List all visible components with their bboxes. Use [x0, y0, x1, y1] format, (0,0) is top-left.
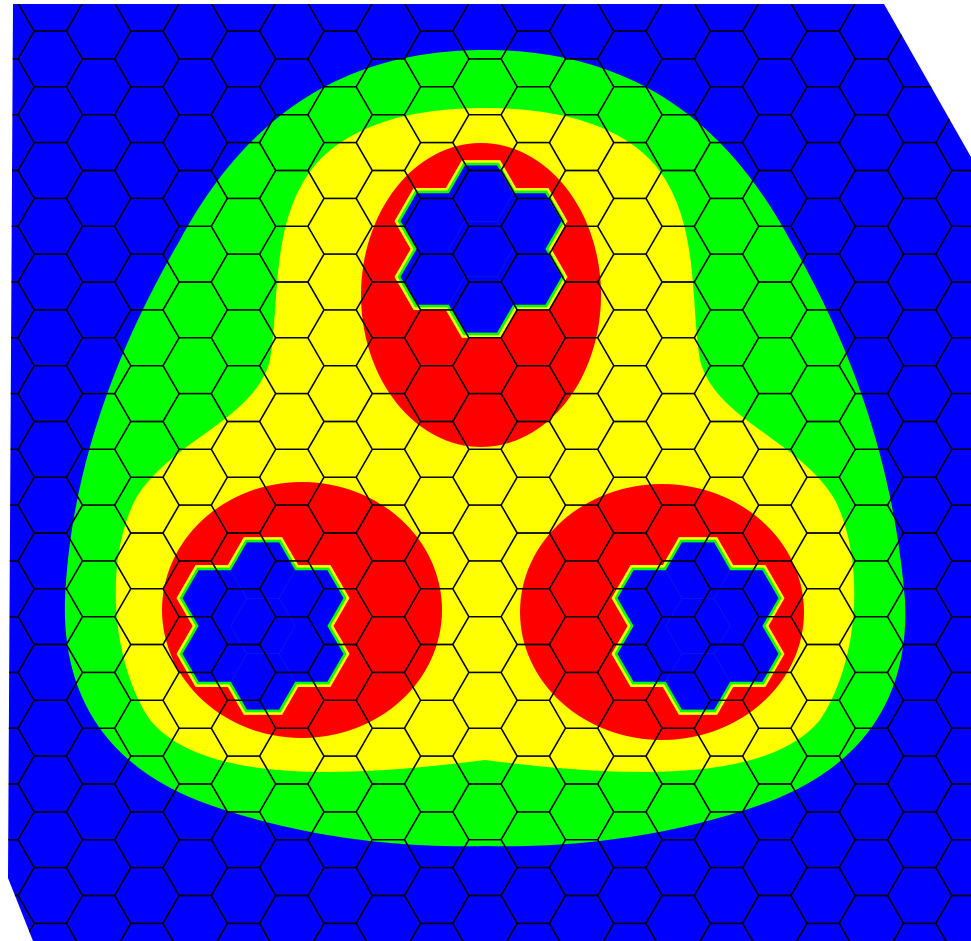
hex-cell: [934, 225, 971, 283]
hex-cell: [743, 0, 807, 3]
hex-cell: [934, 504, 971, 562]
hole-cell: [279, 570, 344, 626]
hole-cell: [182, 570, 247, 626]
hex-cell: [934, 894, 971, 941]
hex-cell: [260, 0, 324, 3]
hex-cell: [934, 671, 971, 729]
hex-cell: [934, 337, 971, 395]
hex-cell: [549, 0, 613, 3]
hole-cell: [714, 570, 779, 626]
hex-cell: [934, 281, 971, 339]
hole-cell: [279, 626, 344, 682]
hole-cell: [497, 193, 562, 249]
hex-cell: [356, 0, 420, 3]
hole-cell: [182, 626, 247, 682]
hole-rims: [173, 157, 788, 718]
hole-cell: [448, 165, 514, 222]
hole-cell: [617, 570, 682, 626]
hole-cell: [665, 598, 731, 654]
hex-cell: [934, 783, 971, 841]
hex-cell: [934, 169, 971, 228]
hex-cell: [453, 0, 517, 3]
hole-left: [173, 534, 353, 718]
hex-cell: [646, 0, 710, 3]
hex-cell: [839, 0, 903, 3]
hex-cell: [934, 113, 971, 172]
hex-cell: [934, 560, 971, 618]
hex-cell: [934, 392, 971, 450]
hole-cell: [714, 626, 779, 682]
hole-cell: [448, 276, 514, 333]
hex-cell: [934, 448, 971, 506]
hex-cell: [934, 727, 971, 785]
hole-cell: [665, 542, 731, 599]
hole-cell: [230, 542, 296, 599]
hex-cell: [66, 0, 130, 3]
hex-cell: [934, 839, 971, 897]
hole-cell: [400, 193, 465, 249]
hole-right: [608, 534, 788, 718]
hex-cell: [163, 0, 227, 3]
hole-cell: [617, 626, 682, 682]
hole-cell: [497, 249, 562, 305]
hex-cell: [934, 616, 971, 674]
hole-cell: [230, 653, 296, 710]
hole-cell: [230, 598, 296, 654]
hole-cell: [665, 653, 731, 710]
hole-cell: [400, 249, 465, 305]
hole-cell: [448, 221, 514, 277]
